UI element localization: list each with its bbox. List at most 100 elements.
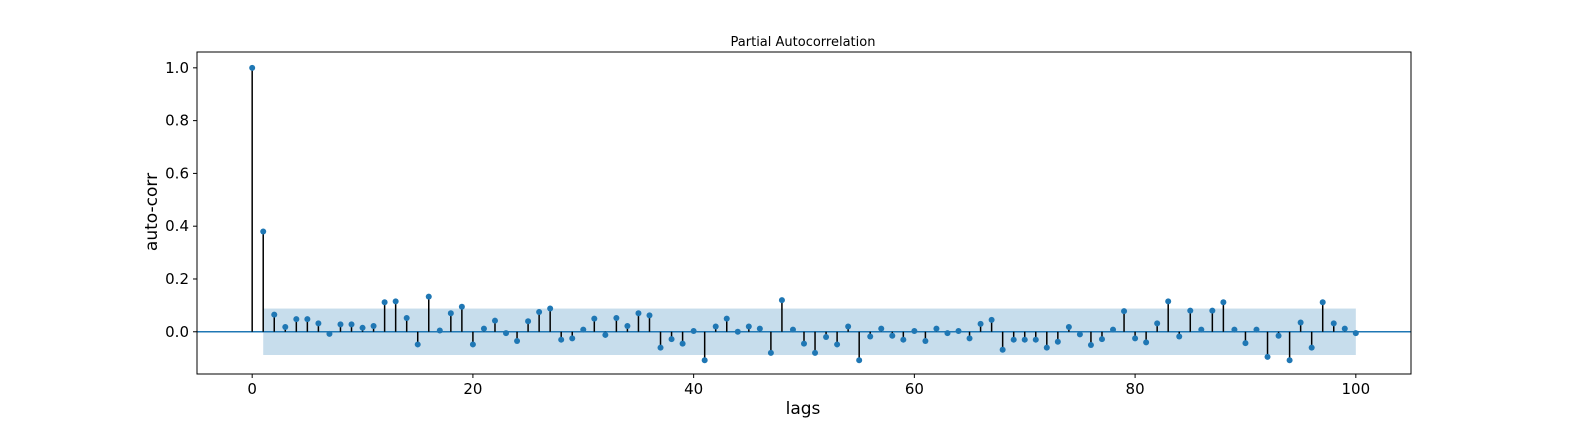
data-point xyxy=(392,298,399,305)
y-tick-label: 1.0 xyxy=(165,59,189,77)
data-point xyxy=(1286,357,1293,364)
data-point xyxy=(337,321,344,328)
data-point xyxy=(1132,335,1139,342)
data-point xyxy=(249,64,256,71)
data-point xyxy=(1319,299,1326,306)
data-point xyxy=(602,331,609,338)
data-point xyxy=(723,315,730,322)
y-ticks: 0.0 0.2 0.4 0.6 0.8 1.0 xyxy=(165,59,197,341)
data-point xyxy=(525,318,532,325)
data-point xyxy=(812,349,819,356)
data-point xyxy=(1143,339,1150,346)
data-point xyxy=(878,325,885,332)
data-point xyxy=(966,335,973,342)
data-point xyxy=(1021,336,1028,343)
data-point xyxy=(1087,341,1094,348)
plot-frame xyxy=(196,51,1412,375)
y-axis-label: auto-corr xyxy=(142,173,162,251)
data-point xyxy=(326,330,333,337)
data-point xyxy=(1043,344,1050,351)
data-point xyxy=(944,330,951,337)
data-point xyxy=(745,323,752,330)
data-point xyxy=(801,340,807,347)
data-point xyxy=(734,328,741,335)
data-point xyxy=(348,321,355,328)
data-point xyxy=(315,320,322,327)
data-point xyxy=(646,312,653,319)
data-point xyxy=(635,310,642,317)
data-point xyxy=(580,326,587,333)
data-point xyxy=(1231,326,1238,333)
y-tick-label: 0.0 xyxy=(165,323,189,341)
data-point xyxy=(480,325,487,332)
marker-layer xyxy=(249,64,1359,364)
data-point xyxy=(1176,333,1183,340)
y-tick-label: 0.4 xyxy=(165,217,189,235)
data-point xyxy=(491,317,498,324)
data-point xyxy=(1330,320,1337,327)
data-point xyxy=(536,308,543,315)
data-point xyxy=(1032,336,1039,343)
data-point xyxy=(889,332,896,339)
data-point xyxy=(1341,325,1348,332)
data-point xyxy=(436,327,443,334)
data-point xyxy=(867,333,874,340)
data-point xyxy=(856,357,863,364)
data-point xyxy=(823,334,830,341)
data-point xyxy=(756,325,763,332)
x-tick-label: 40 xyxy=(684,380,703,398)
data-point xyxy=(514,338,521,345)
data-point xyxy=(679,340,686,347)
y-tick-label: 0.8 xyxy=(165,112,189,130)
data-point xyxy=(282,324,289,331)
data-point xyxy=(834,341,841,348)
data-point xyxy=(425,293,432,300)
data-point xyxy=(1352,330,1359,337)
data-point xyxy=(1209,307,1216,314)
data-point xyxy=(657,344,664,351)
data-point xyxy=(271,311,278,318)
data-point xyxy=(911,327,918,334)
x-ticks: 0 20 40 60 80 100 xyxy=(247,374,1370,398)
chart-title: Partial Autocorrelation xyxy=(731,35,876,50)
data-point xyxy=(999,346,1006,353)
data-point xyxy=(503,330,510,337)
data-point xyxy=(1121,308,1128,315)
data-point xyxy=(977,320,984,327)
data-point xyxy=(359,324,366,331)
data-point xyxy=(1297,319,1304,326)
data-point xyxy=(591,315,598,322)
data-point xyxy=(1187,307,1194,314)
data-point xyxy=(1154,320,1161,327)
x-tick-label: 80 xyxy=(1126,380,1145,398)
data-point xyxy=(789,326,796,333)
y-tick-label: 0.6 xyxy=(165,164,189,182)
data-point xyxy=(690,327,697,334)
data-point xyxy=(1076,331,1083,338)
data-point xyxy=(569,335,576,342)
data-point xyxy=(1054,338,1061,345)
data-point xyxy=(988,316,995,323)
data-point xyxy=(778,297,785,304)
data-point xyxy=(458,303,465,310)
data-point xyxy=(547,305,554,312)
data-point xyxy=(701,357,708,364)
data-point xyxy=(767,349,774,356)
data-point xyxy=(293,316,300,323)
data-point xyxy=(1165,298,1172,305)
data-point xyxy=(1110,326,1117,333)
x-tick-label: 60 xyxy=(905,380,924,398)
data-point xyxy=(403,315,410,322)
data-point xyxy=(370,322,377,329)
data-point xyxy=(933,325,940,332)
data-point xyxy=(900,336,907,343)
x-tick-label: 0 xyxy=(247,380,257,398)
data-point xyxy=(624,322,631,329)
data-point xyxy=(304,316,311,323)
data-point xyxy=(414,341,421,348)
data-point xyxy=(1275,332,1282,339)
x-tick-label: 100 xyxy=(1341,380,1370,398)
data-point xyxy=(1220,299,1227,306)
y-tick-label: 0.2 xyxy=(165,270,189,288)
